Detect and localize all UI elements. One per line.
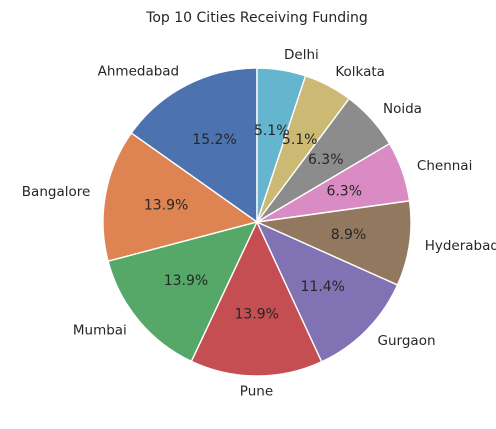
slice-label-mumbai: Mumbai [73,322,127,338]
pct-label-pune: 13.9% [234,306,278,322]
pie-slice-delhi [256,67,307,223]
pie-slice-gurgaon [256,221,399,363]
slice-label-gurgaon: Gurgaon [378,333,436,349]
pct-label-gurgaon: 11.4% [301,279,345,295]
pie-labels: 15.2% Ahmedabad 13.9% Bangalore 13.9% Mumbai 1… [22,47,496,400]
pct-label-kolkata: 5.1% [282,132,318,148]
pct-label-delhi: 5.1% [254,123,290,139]
slice-label-kolkata: Kolkata [335,64,385,80]
pie-slice-mumbai [107,221,258,363]
pct-label-bangalore: 13.9% [144,198,188,214]
slice-label-hyderabad: Hyderabad [425,238,496,254]
pie-slice-hyderabad [256,200,412,286]
pct-label-hyderabad: 8.9% [331,227,367,243]
pie-slice-ahmedabad [130,67,258,223]
slice-label-bangalore: Bangalore [22,184,91,200]
slice-label-delhi: Delhi [284,47,319,63]
pct-label-ahmedabad: 15.2% [192,132,236,148]
pie-slice-pune [190,221,323,377]
chart-title: Top 10 Cities Receiving Funding [145,10,368,26]
pie-slice-bangalore [102,132,258,262]
slice-label-noida: Noida [383,101,422,117]
pie-slices [102,67,412,377]
pct-label-chennai: 6.3% [326,184,362,200]
slice-label-pune: Pune [240,383,273,399]
pct-label-noida: 6.3% [308,152,344,168]
slice-label-chennai: Chennai [417,158,472,174]
slice-label-ahmedabad: Ahmedabad [98,64,180,80]
pct-label-mumbai: 13.9% [164,273,208,289]
